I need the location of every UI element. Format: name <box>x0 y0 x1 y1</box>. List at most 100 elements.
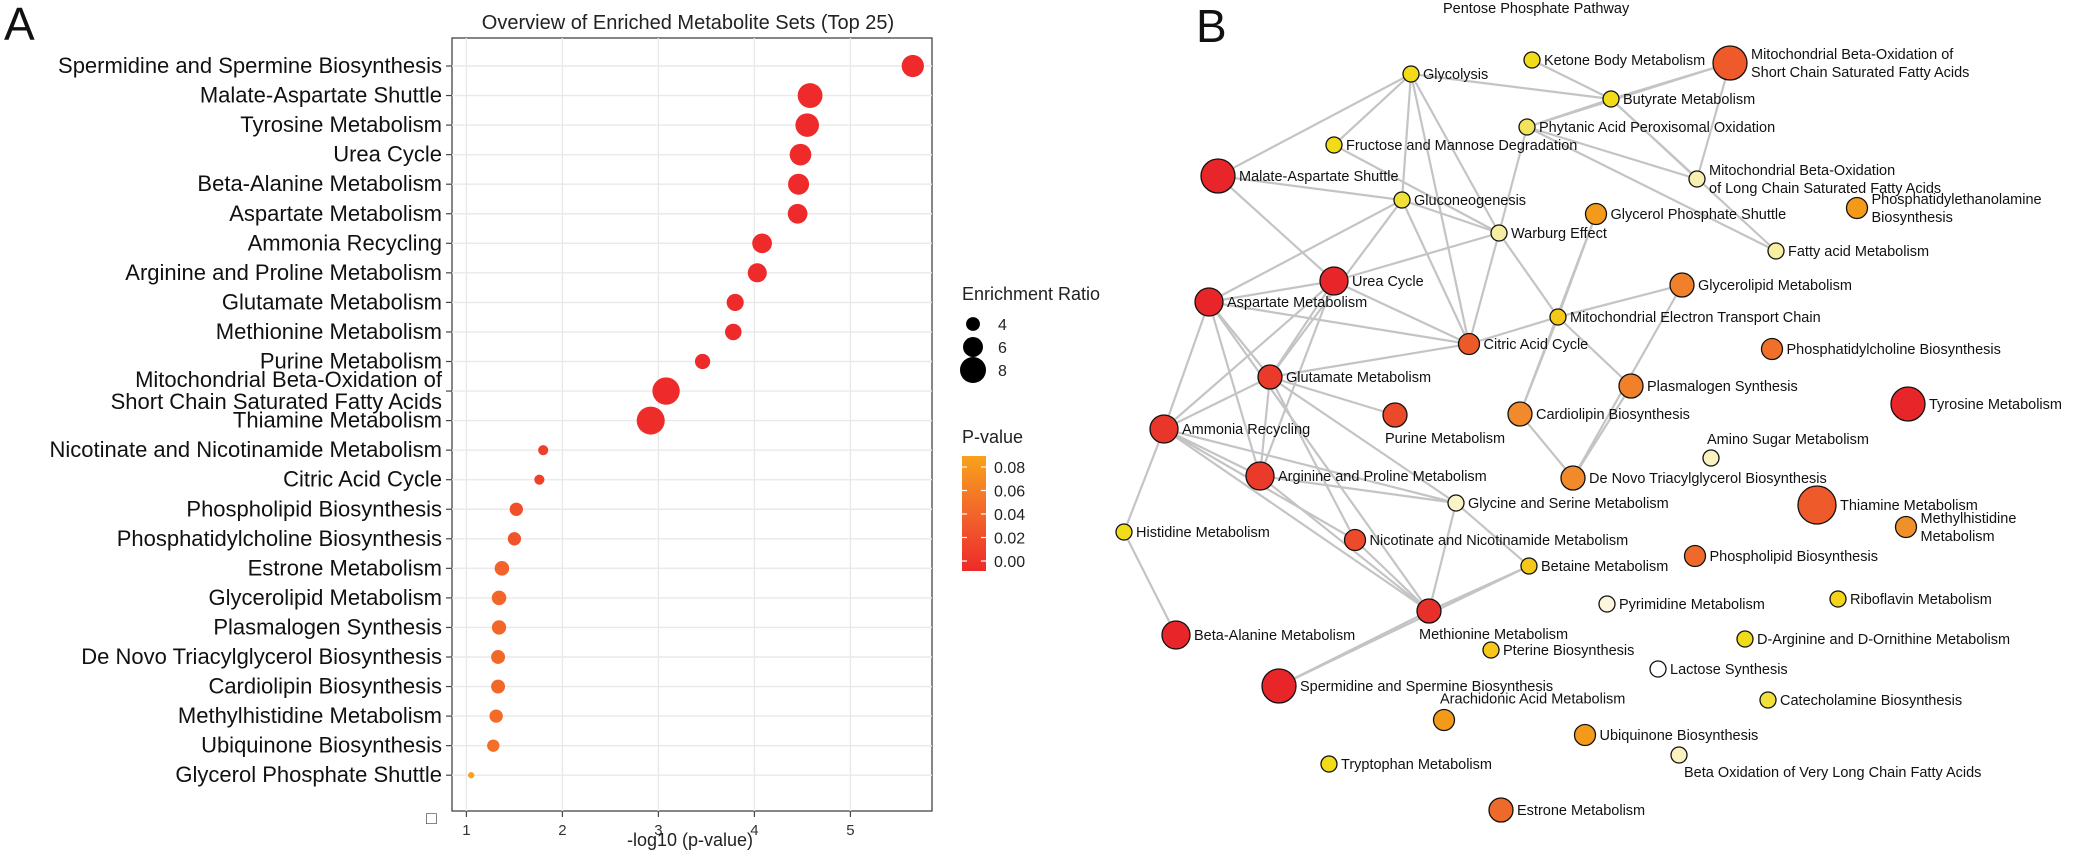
node-pyrimidine-metabolism[interactable] <box>1598 595 1616 613</box>
node-arachidonic-acid-metabolism[interactable] <box>1432 708 1456 732</box>
dot-spermidine-and-spermine-biosynthesis[interactable] <box>901 54 924 78</box>
dot-urea-cycle[interactable] <box>789 143 812 166</box>
dot-phospholipid-biosynthesis[interactable] <box>509 502 523 516</box>
node-d-arginine-and-d-ornithine-metabolism[interactable] <box>1736 630 1754 648</box>
node-methylhistidine-metabolism[interactable] <box>1894 515 1918 539</box>
dot-nicotinate-and-nicotinamide-metabolism[interactable] <box>538 445 549 456</box>
edge-gluconeogenesis--aspartate-metabolism <box>1208 199 1403 303</box>
edge-mitochondrial-electron-transport-chain--citric-acid-cycle <box>1468 315 1559 346</box>
node-label-ubiquinone-biosynthesis: Ubiquinone Biosynthesis <box>1600 728 1759 744</box>
dot-glutamate-metabolism[interactable] <box>726 293 744 311</box>
node-aspartate-metabolism[interactable] <box>1194 287 1224 317</box>
node-histidine-metabolism[interactable] <box>1115 523 1133 541</box>
dot-glycerolipid-metabolism[interactable] <box>491 590 507 606</box>
edge-glutamate-metabolism--ammonia-recycling <box>1163 376 1271 430</box>
dot-de-novo-triacylglycerol-biosynthesis[interactable] <box>491 650 506 664</box>
y-label-methionine-metabolism: Methionine Metabolism <box>216 319 442 344</box>
node-glycerol-phosphate-shuttle[interactable] <box>1584 202 1608 226</box>
node-beta-alanine-metabolism[interactable] <box>1161 620 1191 650</box>
node-citric-acid-cycle[interactable] <box>1457 332 1481 356</box>
edge-mito-short--mito-long <box>1695 62 1732 180</box>
node-label-histidine-metabolism: Histidine Metabolism <box>1136 525 1270 541</box>
dot-methionine-metabolism[interactable] <box>725 323 742 341</box>
node-riboflavin-metabolism[interactable] <box>1829 590 1847 608</box>
node-plasmalogen-synthesis[interactable] <box>1618 373 1644 399</box>
dot-purine-metabolism[interactable] <box>694 353 711 370</box>
node-thiamine-metabolism[interactable] <box>1797 485 1837 525</box>
y-label-nicotinate-and-nicotinamide-metabolism: Nicotinate and Nicotinamide Metabolism <box>49 437 442 462</box>
node-mito-short[interactable] <box>1712 45 1748 81</box>
node-fatty-acid-metabolism[interactable] <box>1767 242 1785 260</box>
size-legend: Enrichment Ratio 4 6 8 <box>959 284 1100 384</box>
node-glycerolipid-metabolism[interactable] <box>1669 272 1695 298</box>
dot-estrone-metabolism[interactable] <box>494 561 510 576</box>
dot-tyrosine-metabolism[interactable] <box>795 113 819 137</box>
node-purine-metabolism[interactable] <box>1382 402 1408 428</box>
node-fructose-and-mannose-degradation[interactable] <box>1325 136 1343 154</box>
corner-glyph: □ <box>426 808 437 828</box>
node-warburg-effect[interactable] <box>1490 224 1508 242</box>
node-amino-sugar-metabolism[interactable] <box>1702 449 1720 467</box>
node-phytanic-acid-peroxisomal-oxidation[interactable] <box>1518 118 1536 136</box>
node-label-de-novo-triacylglycerol-biosynthesis: De Novo Triacylglycerol Biosynthesis <box>1589 471 1827 487</box>
y-label-citric-acid-cycle: Citric Acid Cycle <box>283 467 442 492</box>
node-pterine-biosynthesis[interactable] <box>1482 641 1500 659</box>
dot-ammonia-recycling[interactable] <box>752 233 772 254</box>
node-ketone-body-metabolism[interactable] <box>1523 51 1541 69</box>
dot-beta-alanine-metabolism[interactable] <box>788 173 810 195</box>
node-cardiolipin-biosynthesis[interactable] <box>1507 401 1533 427</box>
node-ammonia-recycling[interactable] <box>1149 414 1179 444</box>
x-tick-label: 4 <box>750 822 758 839</box>
node-label-estrone-metabolism: Estrone Metabolism <box>1517 803 1645 819</box>
node-label-glycolysis: Glycolysis <box>1423 67 1488 83</box>
dot-thiamine-metabolism[interactable] <box>636 406 665 435</box>
node-phospholipid-biosynthesis[interactable] <box>1683 544 1707 568</box>
dot-arginine-and-proline-metabolism[interactable] <box>747 263 767 283</box>
edge-gluconeogenesis--citric-acid-cycle <box>1401 199 1470 345</box>
node-mito-long[interactable] <box>1688 170 1706 188</box>
node-gluconeogenesis[interactable] <box>1393 191 1411 209</box>
dot-glycerol-phosphate-shuttle[interactable] <box>468 772 475 779</box>
dot-malate-aspartate-shuttle[interactable] <box>797 83 823 108</box>
network-panel: Pentose Phosphate Pathway Glycolysis Keton… <box>1115 1 2062 823</box>
dot-plasmalogen-synthesis[interactable] <box>491 620 507 635</box>
node-lactose-synthesis[interactable] <box>1649 660 1667 678</box>
node-butyrate-metabolism[interactable] <box>1602 90 1620 108</box>
node-tyrosine-metabolism[interactable] <box>1890 386 1926 422</box>
dot-phosphatidylcholine-biosynthesis[interactable] <box>507 532 522 546</box>
node-betaine-metabolism[interactable] <box>1520 557 1538 575</box>
edge-urea-cycle--citric-acid-cycle <box>1333 280 1470 345</box>
dot-ubiquinone-biosynthesis[interactable] <box>487 739 500 752</box>
dot-cardiolipin-biosynthesis[interactable] <box>491 679 506 694</box>
node-tryptophan-metabolism[interactable] <box>1320 755 1338 773</box>
node-mitochondrial-electron-transport-chain[interactable] <box>1549 308 1567 326</box>
color-legend: P-value 0.08 0.06 0.04 0.02 0.00 <box>962 427 1025 571</box>
dot-citric-acid-cycle[interactable] <box>534 474 545 485</box>
node-nicotinate-and-nicotinamide-metabolism[interactable] <box>1343 528 1367 552</box>
node-label-beta-oxidation-of-very-long-chain-fatty-acids: Beta Oxidation of Very Long Chain Fatty … <box>1684 765 1981 781</box>
node-ubiquinone-biosynthesis[interactable] <box>1573 723 1597 747</box>
node-glycine-and-serine-metabolism[interactable] <box>1447 494 1465 512</box>
node-arginine-and-proline-metabolism[interactable] <box>1245 461 1275 491</box>
node-urea-cycle[interactable] <box>1319 266 1349 296</box>
node-spermidine-and-spermine-biosynthesis[interactable] <box>1261 668 1297 704</box>
node-de-novo-triacylglycerol-biosynthesis[interactable] <box>1560 465 1586 491</box>
node-glycolysis[interactable] <box>1402 65 1420 83</box>
node-glutamate-metabolism[interactable] <box>1257 364 1283 390</box>
node-phosphatidylcholine-biosynthesis[interactable] <box>1760 337 1784 361</box>
edge-plasmalogen-synthesis--de-novo-triacylglycerol-biosynthesis <box>1572 385 1632 479</box>
node-methionine-metabolism[interactable] <box>1416 598 1442 624</box>
y-label-estrone-metabolism: Estrone Metabolism <box>248 555 442 580</box>
dot-mitochondrial-beta-oxidation-of-short-chain-saturated-fatty-acids[interactable] <box>652 377 680 405</box>
node-phosphatidylethanolamine-biosynthesis[interactable] <box>1845 196 1869 220</box>
dot-methylhistidine-metabolism[interactable] <box>489 709 503 723</box>
node-beta-oxidation-of-very-long-chain-fatty-acids[interactable] <box>1670 746 1688 764</box>
node-catecholamine-biosynthesis[interactable] <box>1759 691 1777 709</box>
node-label-phosphatidylcholine-biosynthesis: Phosphatidylcholine Biosynthesis <box>1787 342 2001 358</box>
node-malate-aspartate-shuttle[interactable] <box>1200 158 1236 194</box>
y-label-de-novo-triacylglycerol-biosynthesis: De Novo Triacylglycerol Biosynthesis <box>81 644 442 669</box>
node-estrone-metabolism[interactable] <box>1488 797 1514 823</box>
dot-aspartate-metabolism[interactable] <box>787 203 808 224</box>
color-legend-tick-label: 0.06 <box>994 484 1025 501</box>
